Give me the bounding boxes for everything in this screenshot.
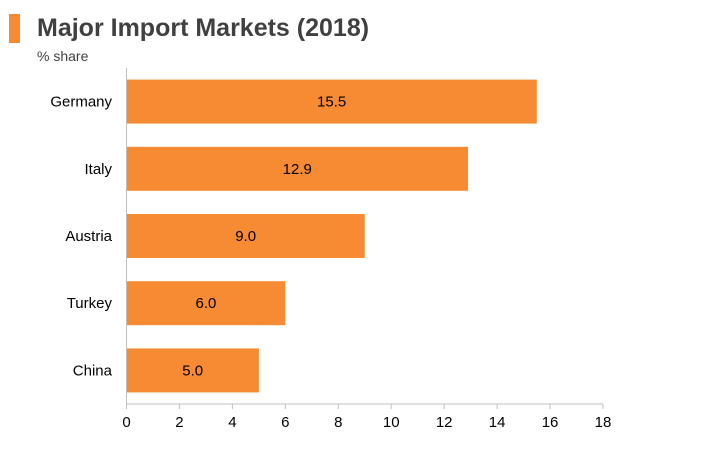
bar-value-label: 9.0 <box>235 228 256 245</box>
x-tick-label: 2 <box>175 414 183 431</box>
category-label: China <box>73 362 113 379</box>
title-accent-marker <box>9 14 20 43</box>
bar-germany <box>126 79 537 124</box>
bar-italy <box>126 146 468 191</box>
category-label: Turkey <box>67 295 113 312</box>
bar-austria <box>126 214 365 258</box>
x-tick-label: 8 <box>334 414 342 431</box>
x-tick-label: 18 <box>595 414 612 431</box>
x-tick-label: 6 <box>281 414 289 431</box>
x-tick-label: 14 <box>489 414 506 431</box>
x-tick-label: 0 <box>122 414 130 431</box>
bar-turkey <box>126 281 286 326</box>
bar-value-label: 6.0 <box>195 295 216 312</box>
x-tick-label: 10 <box>383 414 400 431</box>
bar-china <box>126 348 259 393</box>
category-label: Germany <box>50 94 112 111</box>
chart-title: Major Import Markets (2018) <box>37 14 370 42</box>
x-tick-label: 16 <box>542 414 559 431</box>
category-label: Austria <box>65 228 112 245</box>
x-tick-label: 4 <box>228 414 236 431</box>
bar-value-label: 5.0 <box>182 362 203 379</box>
bar-value-label: 15.5 <box>317 94 346 111</box>
bar-value-label: 12.9 <box>283 161 312 178</box>
chart-subtitle: % share <box>37 48 89 64</box>
x-tick-label: 12 <box>436 414 453 431</box>
category-label: Italy <box>84 161 112 178</box>
